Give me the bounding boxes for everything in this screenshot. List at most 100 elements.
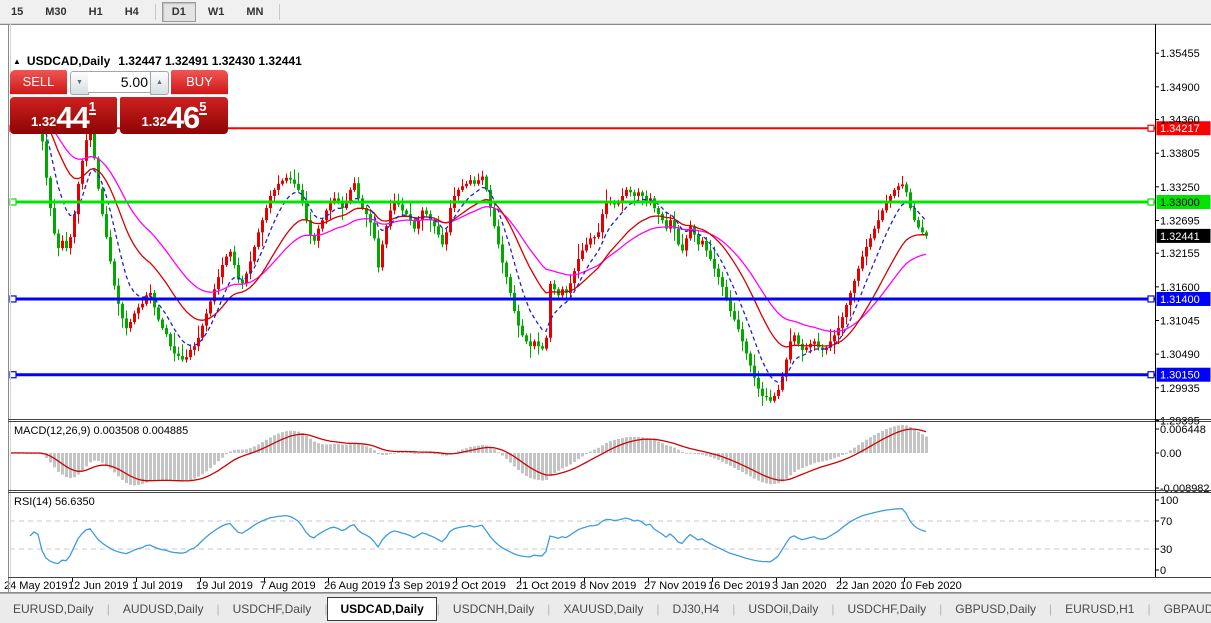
svg-text:100: 100 [1160,495,1178,507]
rsi-label: RSI(14) 56.6350 [14,496,95,508]
horizontal-level-line-1.30150[interactable]: 1.30150 [9,367,1211,382]
sell-price-pips: 44 [56,100,89,135]
chart-tab-eurusd-daily[interactable]: EURUSD,Daily [13,602,94,616]
svg-text:70: 70 [1160,516,1172,528]
tab-separator: | [216,602,220,616]
chart-tab-usdcnh-daily[interactable]: USDCNH,Daily [452,602,535,616]
svg-text:1.32441: 1.32441 [1160,231,1200,243]
buy-price-display[interactable]: 1.32 46 5 [120,97,228,134]
chart-window: 1.34217 1.33000 1.31400 1.30150 1.35455 1.349… [0,24,1211,593]
timeframe-button-15[interactable]: 15 [11,5,24,18]
svg-text:1.32155: 1.32155 [1160,248,1200,260]
timeframe-button-w1[interactable]: W1 [207,5,225,18]
svg-text:10 Feb 2020: 10 Feb 2020 [900,580,962,592]
svg-text:1.31400: 1.31400 [1160,294,1200,306]
volume-input[interactable] [88,71,152,93]
date-axis[interactable]: 24 May 2019 12 Jun 2019 1 Jul 2019 19 Jul 2… [4,578,962,592]
svg-text:2 Oct 2019: 2 Oct 2019 [452,580,506,592]
buy-button[interactable]: BUY [171,70,228,95]
svg-text:3 Jan 2020: 3 Jan 2020 [772,580,826,592]
one-click-trading-panel: SELL ▼ ▲ BUY 1.32 44 1 1.32 46 5 [10,70,228,134]
chart-tab-gbpaud-h1[interactable]: GBPAUD,H1 [1163,602,1211,616]
collapse-panel-icon[interactable]: ▲ [13,57,21,66]
rsi-line [29,507,927,565]
svg-text:19 Jul 2019: 19 Jul 2019 [196,580,253,592]
rsi-indicator[interactable] [10,507,1155,565]
timeframe-button-mn[interactable]: MN [246,5,264,18]
chart-tab-usdchf-daily[interactable]: USDCHF,Daily [847,602,927,616]
chart-tab-eurusd-h1[interactable]: EURUSD,H1 [1065,602,1135,616]
timeframe-button-m30[interactable]: M30 [45,5,67,18]
chart-tab-usdoil-daily[interactable]: USDOil,Daily [748,602,819,616]
svg-text:1.33805: 1.33805 [1160,148,1200,160]
svg-text:22 Jan 2020: 22 Jan 2020 [836,580,897,592]
chart-tab-audusd-daily[interactable]: AUDUSD,Daily [122,602,204,616]
svg-text:1.33000: 1.33000 [1160,197,1200,209]
svg-text:16 Dec 2019: 16 Dec 2019 [708,580,770,592]
horizontal-level-line-1.31400[interactable]: 1.31400 [9,291,1211,306]
svg-text:0.00: 0.00 [1160,448,1181,460]
svg-text:1.33250: 1.33250 [1160,182,1200,194]
ma-mid-red-line [10,113,927,348]
svg-text:1.30150: 1.30150 [1160,370,1200,382]
panel-borders [0,24,1211,593]
chart-tab-gbpusd-daily[interactable]: GBPUSD,Daily [955,602,1036,616]
chart-tab-dj30-h4[interactable]: DJ30,H4 [672,602,720,616]
tab-separator: | [656,602,660,616]
trade-buttons-row: SELL ▼ ▲ BUY [10,70,228,95]
chart-tab-usdchf-daily[interactable]: USDCHF,Daily [232,602,312,616]
tab-separator: | [1147,602,1151,616]
svg-text:1.31600: 1.31600 [1160,282,1200,294]
chart-ohlc-values: 1.32447 1.32491 1.32430 1.32441 [118,54,302,68]
sell-price-pipette: 1 [88,99,97,115]
buy-price-big-figure: 1.32 [141,114,167,129]
macd-indicator[interactable] [9,425,928,486]
timeframe-toolbar: 15 M30 H1 H4 D1 W1 MN [0,0,1211,24]
svg-text:1.34900: 1.34900 [1160,82,1200,94]
horizontal-level-line-1.33000[interactable]: 1.33000 [9,195,1211,209]
svg-text:1.34217: 1.34217 [1160,123,1200,135]
svg-text:13 Sep 2019: 13 Sep 2019 [388,580,450,592]
tab-separator: | [1048,602,1053,616]
chart-symbol-period: USDCAD,Daily [26,54,111,68]
svg-text:24 May 2019: 24 May 2019 [4,580,68,592]
timeframe-button-d1[interactable]: D1 [161,1,196,22]
svg-text:1.30490: 1.30490 [1160,349,1200,361]
svg-text:21 Oct 2019: 21 Oct 2019 [516,580,576,592]
tab-separator: | [732,602,736,616]
tab-separator: | [436,602,440,616]
svg-text:26 Aug 2019: 26 Aug 2019 [324,580,386,592]
buy-price-pipette: 5 [199,99,207,115]
svg-text:-0.008982: -0.008982 [1160,483,1210,495]
chart-tab-xauusd-daily[interactable]: XAUUSD,Daily [563,602,644,616]
toolbar-separator [154,3,156,20]
tab-separator: | [547,602,551,616]
chart-title: ▲ USDCAD,Daily 1.32447 1.32491 1.32430 1.3… [13,54,302,68]
ma-slow-magenta-line [10,113,927,333]
tab-separator: | [324,602,328,616]
tab-separator: | [831,602,835,616]
sell-button[interactable]: SELL [10,70,67,95]
svg-text:12 Jun 2019: 12 Jun 2019 [68,580,129,592]
timeframe-button-h1[interactable]: H1 [88,5,103,18]
svg-text:1 Jul 2019: 1 Jul 2019 [132,580,183,592]
tab-separator: | [939,602,943,616]
svg-text:1.32695: 1.32695 [1160,215,1200,227]
sell-price-big-figure: 1.32 [30,114,57,129]
timeframe-button-h4[interactable]: H4 [124,5,139,18]
volume-decrease-button[interactable]: ▼ [70,71,89,95]
macd-signal-line [10,428,927,482]
svg-text:1.31045: 1.31045 [1160,315,1200,327]
volume-increase-button[interactable]: ▲ [150,71,169,95]
svg-text:1.34360: 1.34360 [1160,115,1200,127]
moving-averages [10,112,927,384]
svg-text:0: 0 [1160,565,1166,577]
svg-text:7 Aug 2019: 7 Aug 2019 [260,580,316,592]
chart-tabs-bar: EURUSD,Daily | AUDUSD,Daily | USDCHF,Daily | U… [0,593,1211,623]
sell-price-display[interactable]: 1.32 44 1 [10,97,117,134]
svg-text:0.006448: 0.006448 [1160,424,1206,436]
svg-text:30: 30 [1160,544,1172,556]
chart-tab-usdcad-daily[interactable]: USDCAD,Daily [327,597,437,621]
buy-price-pips: 46 [166,100,200,135]
